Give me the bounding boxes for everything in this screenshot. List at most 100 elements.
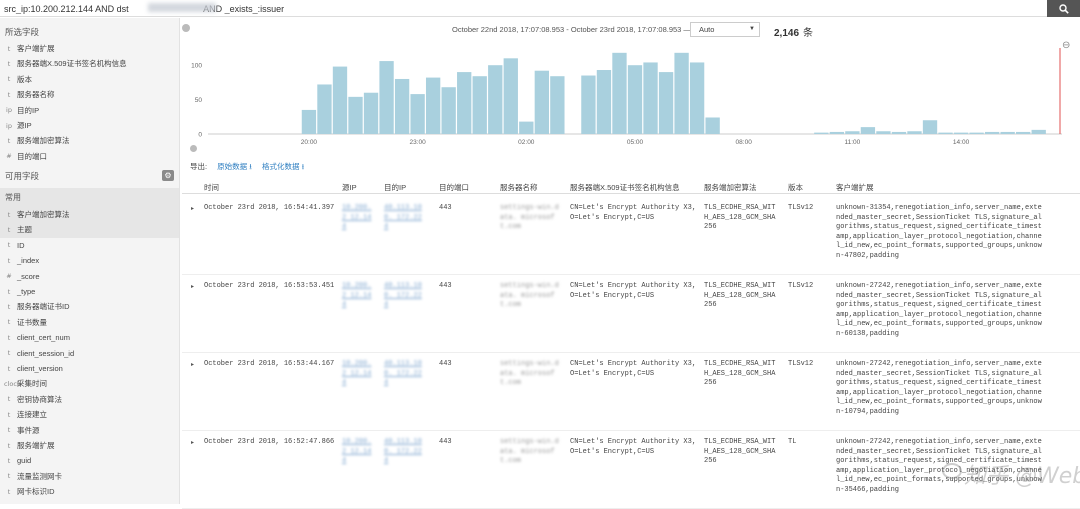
sidebar-field-item[interactable]: ip 目的IP [4, 104, 176, 117]
sidebar-field-item[interactable]: t 网卡标识ID [4, 485, 176, 498]
sidebar-field-item[interactable]: t 连接建立 [4, 408, 176, 421]
histogram-bar[interactable] [503, 58, 518, 134]
cell-src-ip[interactable]: 10.200.2 12.144 [342, 438, 372, 466]
column-header[interactable]: 服务器端X.509证书签名机构信息 [570, 183, 680, 192]
column-header[interactable]: 目的IP [384, 183, 407, 192]
sidebar-field-item[interactable]: t 服务器端证书ID [4, 300, 176, 313]
column-header[interactable]: 服务端加密算法 [704, 183, 757, 192]
histogram-bar[interactable] [1000, 131, 1015, 134]
sidebar-field-item[interactable]: t 版本 [4, 73, 176, 86]
histogram-bar[interactable] [550, 76, 565, 134]
interval-select[interactable]: Auto ▼ [690, 22, 760, 37]
histogram-bar[interactable] [363, 92, 379, 134]
sidebar-field-item[interactable]: t _index [4, 254, 176, 267]
expand-row-icon[interactable]: ▸ [191, 439, 195, 446]
histogram-bar[interactable] [596, 70, 612, 134]
cell-dst-ip[interactable]: 40.113.100. 172.224 [384, 438, 422, 466]
histogram-bar[interactable] [348, 96, 363, 134]
sidebar-field-item[interactable]: t 服务器名称 [4, 88, 176, 101]
export-formatted-link[interactable]: 格式化数据 ⭳ [262, 162, 305, 171]
histogram-bar[interactable] [922, 120, 938, 134]
histogram-bar[interactable] [876, 131, 891, 134]
sidebar-field-item[interactable]: t 服务端加密算法 [4, 134, 176, 147]
histogram-bar[interactable] [829, 131, 845, 134]
field-settings-button[interactable]: ⚙ [162, 170, 174, 181]
histogram-bar[interactable] [907, 131, 922, 134]
column-header[interactable]: 源IP [342, 183, 357, 192]
histogram-bar[interactable] [1031, 129, 1046, 134]
search-button[interactable] [1047, 0, 1080, 17]
histogram-bar[interactable] [643, 62, 658, 134]
column-header[interactable]: 客户端扩展 [836, 183, 874, 192]
histogram-bar[interactable] [301, 109, 317, 134]
sidebar-field-item[interactable]: t 流量监测网卡 [4, 470, 176, 483]
cell-dst-ip[interactable]: 40.113.100. 172.224 [384, 282, 422, 310]
expand-row-icon[interactable]: ▸ [191, 283, 195, 290]
histogram-bar[interactable] [488, 65, 503, 134]
histogram-bar[interactable] [953, 132, 969, 134]
sidebar-field-item[interactable]: t client_version [4, 362, 176, 375]
table-row[interactable]: ▸ October 23rd 2018, 16:53:44.167 10.200.2… [182, 353, 1080, 431]
sidebar-field-item[interactable]: t ID [4, 239, 176, 252]
histogram-bar[interactable] [658, 72, 674, 134]
histogram-bar[interactable] [845, 131, 860, 134]
sidebar-field-item[interactable]: t 主题 [4, 223, 176, 236]
histogram-bar[interactable] [317, 84, 332, 134]
column-header[interactable]: 目的端口 [439, 183, 469, 192]
histogram-bar[interactable] [705, 117, 720, 134]
sidebar-field-item[interactable]: t 客户端加密算法 [4, 208, 176, 221]
column-header[interactable]: 服务器名称 [500, 183, 538, 192]
cell-src-ip[interactable]: 10.200.2 12.144 [342, 204, 372, 232]
histogram-bar[interactable] [860, 127, 876, 134]
histogram-bar[interactable] [410, 94, 425, 134]
histogram-bar[interactable] [394, 78, 410, 134]
expand-row-icon[interactable]: ▸ [191, 205, 195, 212]
histogram-bar[interactable] [425, 77, 441, 134]
histogram-bar[interactable] [814, 132, 829, 134]
sidebar-field-item[interactable]: t client_cert_num [4, 331, 176, 344]
export-raw-link[interactable]: 原始数据 ⭳ [217, 162, 252, 171]
sidebar-field-item[interactable]: t client_session_id [4, 347, 176, 360]
histogram-bar[interactable] [472, 76, 487, 134]
histogram-bar[interactable] [379, 61, 394, 134]
histogram-bar[interactable] [969, 132, 984, 134]
column-header[interactable]: 时间 [204, 183, 219, 192]
expand-row-icon[interactable]: ▸ [191, 361, 195, 368]
histogram-bar[interactable] [627, 65, 643, 134]
cell-dst-ip[interactable]: 40.113.100. 172.224 [384, 204, 422, 232]
histogram-bar[interactable] [891, 131, 907, 134]
zoom-out-icon[interactable]: ⊖ [1062, 40, 1071, 51]
sidebar-field-item[interactable]: t 证书数量 [4, 316, 176, 329]
histogram-bar[interactable] [612, 52, 627, 134]
sidebar-field-item[interactable]: t 密钥协商算法 [4, 393, 176, 406]
histogram-bar[interactable] [938, 132, 953, 134]
histogram-bar[interactable] [689, 62, 705, 134]
cell-dst-ip[interactable]: 40.113.100. 172.224 [384, 360, 422, 388]
histogram-bar[interactable] [674, 52, 689, 134]
search-query-input[interactable] [4, 2, 1039, 15]
table-row[interactable]: ▸ October 23rd 2018, 16:54:41.397 10.200.2… [182, 197, 1080, 275]
column-header[interactable]: 版本 [788, 183, 803, 192]
histogram-bar[interactable] [1016, 131, 1031, 134]
histogram-chart[interactable]: 0 50 100 20:00 23:00 02:00 05:00 08:00 11:00 14:0… [182, 40, 1080, 158]
chart-toggle-icon[interactable] [190, 145, 197, 152]
sidebar-field-item[interactable]: # _score [4, 270, 176, 283]
table-row[interactable]: ▸ October 23rd 2018, 16:53:53.451 10.200.2… [182, 275, 1080, 353]
sidebar-field-item[interactable]: t 事件源 [4, 424, 176, 437]
sidebar-field-item[interactable]: t _type [4, 285, 176, 298]
histogram-bar[interactable] [581, 75, 596, 134]
histogram-bar[interactable] [534, 70, 549, 134]
histogram-bar[interactable] [984, 131, 1000, 134]
sidebar-field-item[interactable]: t 服务器端X.509证书签名机构信息 [4, 57, 176, 70]
sidebar-field-item[interactable]: clock 采集时间 [4, 377, 176, 390]
histogram-bar[interactable] [457, 72, 472, 134]
histogram-bar[interactable] [519, 121, 534, 134]
sidebar-field-item[interactable]: t 客户端扩展 [4, 42, 176, 55]
cell-src-ip[interactable]: 10.200.2 12.144 [342, 282, 372, 310]
sidebar-field-item[interactable]: # 目的端口 [4, 150, 176, 163]
collapse-sidebar-icon[interactable] [182, 24, 190, 32]
histogram-bar[interactable] [441, 87, 456, 134]
histogram-bar[interactable] [332, 66, 348, 134]
sidebar-field-item[interactable]: t guid [4, 454, 176, 467]
sidebar-field-item[interactable]: t 服务端扩展 [4, 439, 176, 452]
